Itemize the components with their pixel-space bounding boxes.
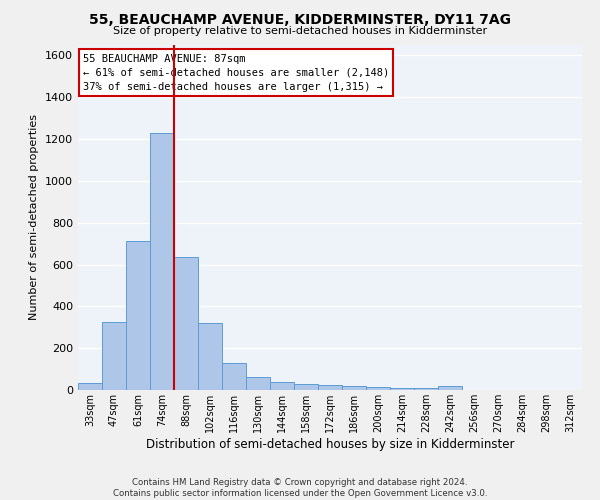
Bar — [102, 322, 126, 390]
Bar — [174, 257, 198, 390]
Text: Contains HM Land Registry data © Crown copyright and database right 2024.
Contai: Contains HM Land Registry data © Crown c… — [113, 478, 487, 498]
Bar — [150, 133, 174, 390]
Bar — [366, 388, 390, 390]
Bar — [318, 386, 342, 390]
Bar — [126, 240, 150, 390]
Bar — [342, 386, 366, 390]
Bar — [222, 363, 246, 390]
X-axis label: Distribution of semi-detached houses by size in Kidderminster: Distribution of semi-detached houses by … — [146, 438, 514, 450]
Bar — [246, 377, 270, 390]
Bar — [78, 382, 102, 390]
Bar — [198, 323, 222, 390]
Bar — [438, 386, 462, 390]
Text: 55, BEAUCHAMP AVENUE, KIDDERMINSTER, DY11 7AG: 55, BEAUCHAMP AVENUE, KIDDERMINSTER, DY1… — [89, 12, 511, 26]
Bar — [270, 382, 294, 390]
Text: 55 BEAUCHAMP AVENUE: 87sqm
← 61% of semi-detached houses are smaller (2,148)
37%: 55 BEAUCHAMP AVENUE: 87sqm ← 61% of semi… — [83, 54, 389, 92]
Bar — [294, 384, 318, 390]
Bar — [390, 388, 414, 390]
Bar — [414, 388, 438, 390]
Y-axis label: Number of semi-detached properties: Number of semi-detached properties — [29, 114, 40, 320]
Text: Size of property relative to semi-detached houses in Kidderminster: Size of property relative to semi-detach… — [113, 26, 487, 36]
